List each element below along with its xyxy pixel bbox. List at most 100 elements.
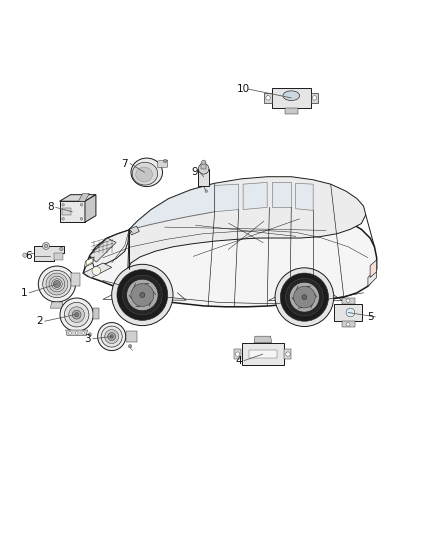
Circle shape [60,247,63,251]
Circle shape [42,243,49,249]
Polygon shape [85,195,96,222]
Circle shape [280,273,328,321]
Text: 5: 5 [367,312,374,322]
Polygon shape [370,260,377,278]
Circle shape [131,284,154,306]
Circle shape [23,253,27,257]
Polygon shape [342,297,355,304]
Polygon shape [90,229,131,268]
Circle shape [62,204,64,206]
Polygon shape [93,308,99,319]
Text: 6: 6 [25,251,32,261]
Circle shape [108,333,116,341]
Text: 2: 2 [36,316,43,326]
Polygon shape [296,183,313,211]
Circle shape [201,160,206,165]
Polygon shape [272,182,291,207]
Polygon shape [254,336,272,343]
Circle shape [205,190,208,192]
Polygon shape [78,193,89,201]
Circle shape [46,273,68,295]
Polygon shape [83,207,377,307]
Circle shape [128,344,132,348]
Polygon shape [342,321,355,327]
Circle shape [266,96,270,100]
Polygon shape [86,258,93,265]
Circle shape [140,293,145,297]
Circle shape [49,276,65,292]
Circle shape [82,332,85,334]
Polygon shape [234,349,241,359]
Polygon shape [249,350,277,359]
Text: 4: 4 [235,356,242,366]
Polygon shape [60,195,96,201]
Circle shape [101,326,122,347]
Ellipse shape [136,167,152,182]
Circle shape [112,264,173,326]
Circle shape [62,217,64,220]
Circle shape [286,352,290,356]
Circle shape [69,307,85,322]
Text: 7: 7 [121,159,128,168]
Circle shape [312,96,317,100]
Circle shape [346,322,350,326]
Circle shape [290,282,319,312]
Polygon shape [272,88,311,108]
Polygon shape [129,226,139,235]
Text: 10: 10 [237,84,250,94]
Circle shape [60,298,93,332]
Polygon shape [83,263,112,278]
Polygon shape [128,177,366,269]
Ellipse shape [43,270,71,297]
Polygon shape [334,304,362,321]
Polygon shape [71,273,80,286]
Polygon shape [85,257,94,268]
Text: 1: 1 [21,288,28,298]
Polygon shape [60,201,85,222]
Circle shape [198,164,209,174]
Text: 8: 8 [47,203,54,212]
Circle shape [44,244,48,248]
Polygon shape [311,93,318,103]
Circle shape [123,275,162,315]
Ellipse shape [131,158,162,187]
Circle shape [52,279,62,289]
Circle shape [80,217,83,220]
Polygon shape [126,332,137,342]
Polygon shape [158,160,168,168]
Circle shape [117,270,168,320]
Circle shape [88,333,92,336]
Polygon shape [54,253,63,260]
Circle shape [69,332,71,334]
Circle shape [293,286,315,308]
Circle shape [127,279,158,311]
Text: 3: 3 [84,334,91,344]
Polygon shape [368,269,377,286]
Ellipse shape [39,266,76,302]
Circle shape [105,329,119,344]
Circle shape [286,278,323,316]
Polygon shape [62,208,71,215]
Polygon shape [34,246,64,261]
Polygon shape [129,183,215,229]
Polygon shape [285,108,298,114]
Circle shape [64,302,89,327]
Polygon shape [66,330,88,336]
Ellipse shape [132,162,158,185]
Circle shape [74,312,79,317]
Text: 9: 9 [191,167,198,177]
Polygon shape [243,182,267,209]
Circle shape [98,322,126,351]
Circle shape [163,159,167,163]
Circle shape [302,295,307,300]
Circle shape [80,204,83,206]
Polygon shape [215,184,239,212]
Polygon shape [201,163,206,169]
Circle shape [92,266,101,275]
Ellipse shape [283,91,300,101]
Circle shape [110,335,113,338]
Circle shape [346,308,355,317]
Polygon shape [198,169,209,187]
Polygon shape [90,238,116,262]
Polygon shape [242,343,283,366]
